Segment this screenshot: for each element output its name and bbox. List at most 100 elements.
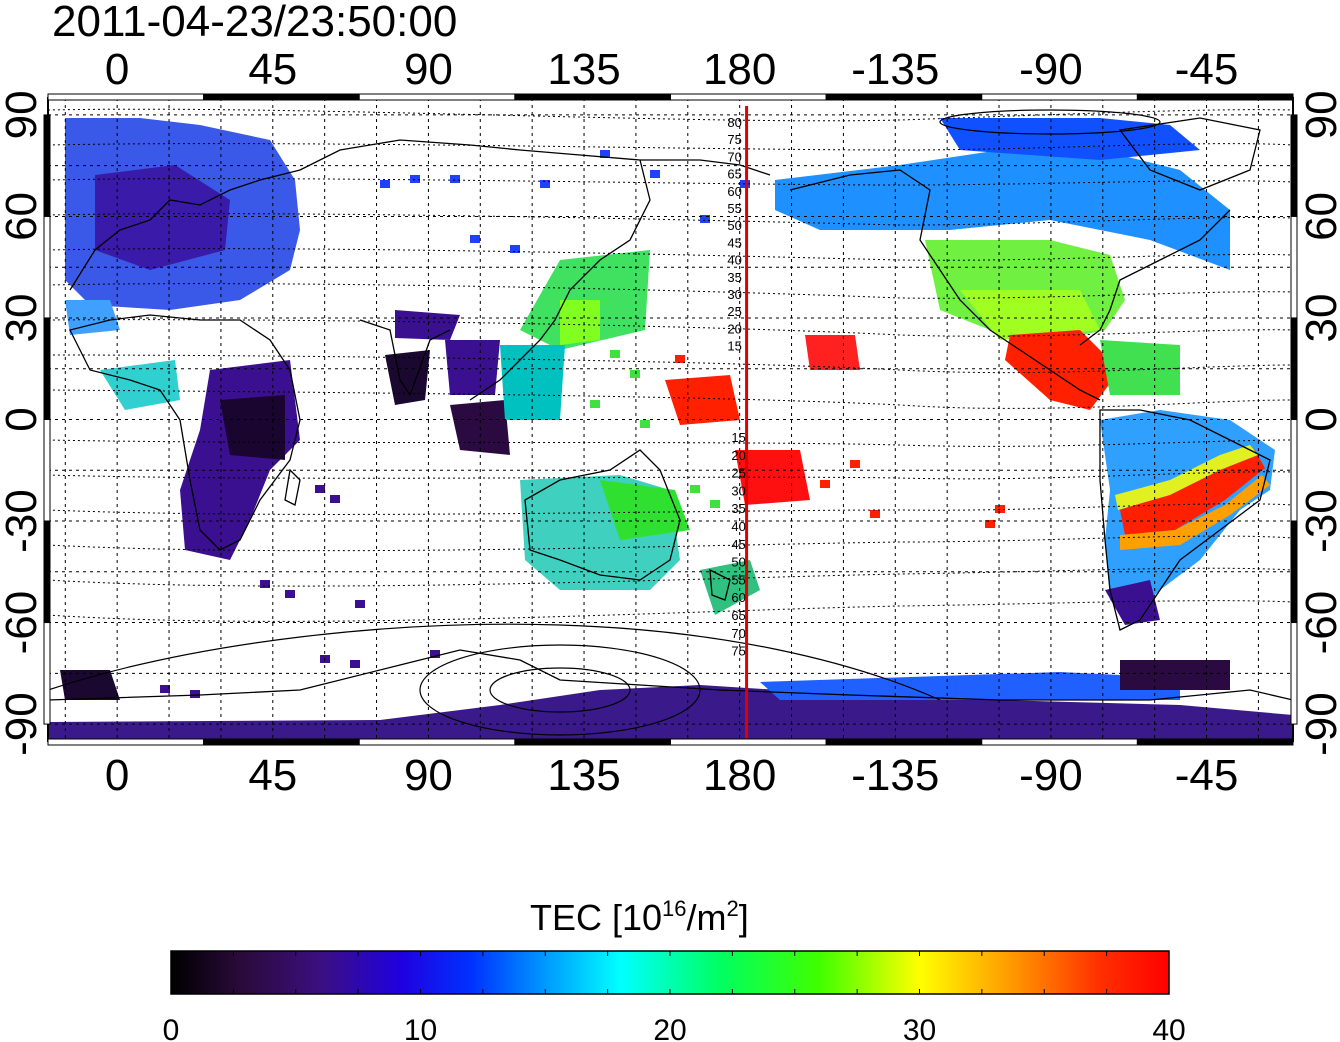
contour-label-north: 30 — [727, 287, 741, 302]
contour-label-south: 65 — [731, 608, 745, 623]
contour-label-north: 45 — [727, 235, 741, 250]
page-title: 2011-04-23/23:50:00 — [52, 0, 458, 46]
lat-tick-label-left: 90 — [0, 90, 46, 139]
tec-patch-sa-band — [1120, 450, 1265, 535]
axis-bar-bottom — [514, 738, 671, 746]
lat-tick-label-right: 0 — [1297, 407, 1340, 431]
coast-greenland — [1118, 117, 1261, 191]
tec-patch-pacific-hawaii — [805, 335, 860, 370]
coast-madagascar — [284, 468, 301, 506]
axis-bar-bottom — [47, 738, 205, 746]
tec-patch-patagonia — [1105, 580, 1160, 625]
tec-patch-west-africa — [100, 360, 180, 410]
lat-tick-label-right: -30 — [1297, 489, 1340, 553]
tec-scatter-red — [675, 355, 1005, 528]
tec-scatter-green — [590, 350, 720, 508]
axis-bars — [43, 93, 1298, 746]
tec-patch-newzealand — [700, 560, 760, 615]
coast-south-america — [1099, 409, 1271, 631]
lon-tick-label-bottom: 0 — [105, 751, 129, 800]
contour-label-south: 70 — [731, 626, 745, 641]
colorbar-tick-label: 40 — [1152, 1014, 1185, 1042]
contour-label-north: 25 — [727, 304, 741, 319]
lon-tick-labels-top: 0 45 90 135 180 -135 -90 -45 — [105, 45, 1238, 94]
lon-tick-label-bottom: 180 — [703, 751, 776, 800]
contour-pole-south-outer — [419, 644, 701, 736]
contour-line — [48, 213, 1293, 226]
lat-tick-label-right: -60 — [1297, 591, 1340, 655]
lat-tick-label-left: 30 — [0, 293, 46, 342]
lat-tick-label-right: -90 — [1297, 692, 1340, 756]
contour-label-north: 60 — [727, 184, 741, 199]
lon-tick-label-top: -90 — [1019, 45, 1083, 94]
map-area: 80 75 70 65 60 55 50 45 40 35 30 25 20 15 15 20 25 30 35 40… — [48, 98, 1293, 741]
coast-asia-east — [469, 159, 651, 401]
lat-tick-labels-right: 90 60 30 0 -30 -60 -90 — [1297, 90, 1340, 755]
axis-bar-bottom — [825, 738, 983, 746]
coast-north-america — [789, 169, 1101, 401]
axis-bar-bottom — [981, 738, 1138, 746]
coast-antarctica — [48, 649, 1293, 701]
contour-line — [48, 248, 1293, 261]
contour-line — [48, 178, 1293, 186]
contour-line — [48, 600, 1293, 622]
tec-patch-africa-dark — [220, 395, 285, 460]
colorbar-title: TEC [1016/m2] — [530, 896, 749, 938]
contour-label-north: 40 — [727, 253, 741, 268]
contour-label-north: 55 — [727, 201, 741, 216]
coast-newzealand — [709, 568, 731, 601]
lon-tick-label-bottom: -45 — [1175, 751, 1239, 800]
contour-label-south: 40 — [731, 519, 745, 534]
colorbar: TEC [1016/m2] 0 10 20 30 40 — [163, 896, 1186, 1042]
contour-pole-south — [489, 667, 631, 713]
tec-patch-sa-band-lower — [1120, 475, 1270, 550]
contour-line — [48, 439, 1293, 447]
coast-africa — [69, 314, 301, 551]
contour-label-south: 75 — [731, 644, 745, 659]
contour-label-south: 20 — [731, 448, 745, 463]
tec-patch-seasia — [445, 340, 500, 395]
contour-label-south: 15 — [731, 430, 745, 445]
axis-bar-top — [47, 93, 205, 101]
contour-label-south: 55 — [731, 572, 745, 587]
axis-bar-bottom — [1136, 738, 1294, 746]
axis-bar-top — [670, 93, 827, 101]
tec-patch-antarctic-blue — [760, 672, 1180, 700]
tec-patch-india — [395, 310, 460, 340]
lat-tick-label-right: 90 — [1297, 90, 1340, 139]
lon-tick-label-top: 135 — [547, 45, 620, 94]
contour-label-south: 35 — [731, 501, 745, 516]
lat-tick-label-left: -90 — [0, 692, 46, 756]
magnetic-contours — [48, 108, 1293, 622]
contour-label-south: 50 — [731, 555, 745, 570]
tec-patch-africa — [180, 360, 300, 560]
contour-line — [48, 354, 1293, 374]
tec-patch-usa-green — [960, 290, 1100, 340]
lon-tick-labels-bottom: 0 45 90 135 180 -135 -90 -45 — [105, 751, 1238, 800]
colorbar-ticks: 0 10 20 30 40 — [163, 951, 1186, 1042]
colorbar-tick-label: 0 — [163, 1014, 180, 1042]
contour-label-south: 45 — [731, 537, 745, 552]
lon-tick-label-bottom: 135 — [547, 751, 620, 800]
coastlines — [48, 117, 1293, 701]
axis-bar-left — [43, 622, 51, 725]
contour-line — [48, 143, 1293, 151]
contour-label-north: 50 — [727, 218, 741, 233]
axis-bar-top — [825, 93, 983, 101]
contour-line — [48, 503, 1293, 515]
lon-tick-label-top: -45 — [1175, 45, 1239, 94]
axis-bar-top — [358, 93, 516, 101]
lon-tick-label-top: 180 — [703, 45, 776, 94]
axis-bar-top — [514, 93, 671, 101]
lat-tick-label-left: 0 — [0, 407, 46, 431]
colorbar-tick-label: 10 — [404, 1014, 437, 1042]
contour-pole-north — [939, 109, 1161, 135]
contour-label-north: 65 — [727, 167, 741, 182]
axis-bar-top — [981, 93, 1138, 101]
colorbar-tick-label: 20 — [653, 1014, 686, 1042]
contour-labels: 80 75 70 65 60 55 50 45 40 35 30 25 20 15 15 20 25 30 35 40… — [727, 115, 745, 659]
contour-label-north: 35 — [727, 270, 741, 285]
colorbar-tick-label: 30 — [903, 1014, 936, 1042]
tec-patch-sa-band-yellow — [1115, 445, 1258, 510]
lat-tick-label-right: 30 — [1297, 293, 1340, 342]
